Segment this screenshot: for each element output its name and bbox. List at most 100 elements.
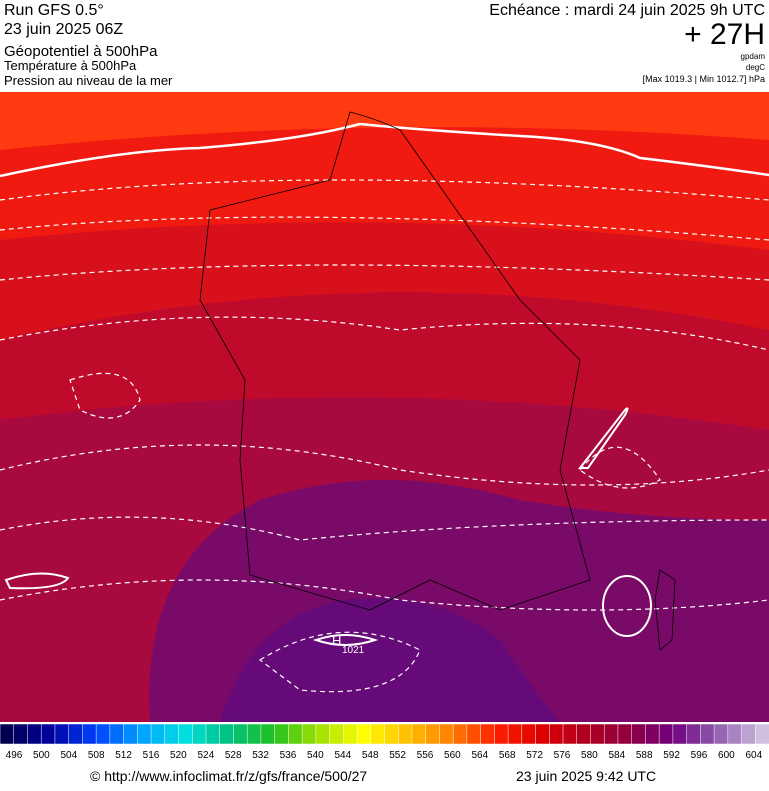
colorbar: 496 500 504 508 512 516 520 524 528 532 536 540 544 5… (0, 723, 769, 761)
colorbar-label: 600 (718, 750, 735, 761)
colorbar-label: 564 (471, 750, 488, 761)
colorbar-cell (590, 723, 605, 745)
colorbar-label: 508 (88, 750, 105, 761)
colorbar-cell (356, 723, 372, 745)
colorbar-label: 576 (554, 750, 571, 761)
colorbar-label: 528 (225, 750, 242, 761)
colorbar-cell (288, 723, 303, 745)
isobar-solid (0, 122, 769, 178)
colorbar-cell (246, 723, 262, 745)
coastline (654, 569, 676, 651)
colorbar-cell (411, 723, 427, 745)
colorbar-cell (370, 723, 386, 745)
colorbar-cell (686, 723, 702, 745)
colorbar-cell (164, 723, 180, 745)
colorbar-cell (631, 723, 647, 745)
colorbar-cell (425, 723, 441, 745)
unit: degC (746, 63, 765, 72)
colorbar-label: 588 (636, 750, 653, 761)
colorbar-label: 532 (252, 750, 269, 761)
colorbar-cell (329, 723, 345, 745)
colorbar-label: 572 (526, 750, 543, 761)
colorbar-label: 500 (33, 750, 50, 761)
colorbar-label: 540 (307, 750, 324, 761)
colorbar-cell (755, 723, 769, 745)
colorbar-label: 584 (608, 750, 625, 761)
colorbar-cell (439, 723, 454, 745)
coastline (199, 111, 591, 611)
map-band (220, 598, 560, 722)
run: Run GFS 0.5° (4, 2, 104, 19)
colorbar-label: 560 (444, 750, 461, 761)
isobar-solid (312, 634, 379, 646)
colorbar-cell (645, 723, 660, 745)
colorbar-cell (95, 723, 111, 745)
colorbar-cell (27, 723, 42, 745)
colorbar-label: 596 (691, 750, 708, 761)
colorbar-cell (0, 723, 15, 745)
map: H 1021 (0, 92, 769, 722)
colorbar-cell (40, 723, 56, 745)
colorbar-cell (68, 723, 84, 745)
colorbar-cell (713, 723, 729, 745)
colorbar-cell (13, 723, 29, 745)
source: © http://www.infoclimat.fr/z/gfs/france/… (90, 768, 367, 784)
colorbar-label: 604 (745, 750, 762, 761)
colorbar-cell (466, 723, 482, 745)
colorbar-cell (658, 723, 674, 745)
colorbar-cell (494, 723, 509, 745)
high-value: 1021 (342, 645, 365, 656)
colorbar-label: 580 (581, 750, 598, 761)
colorbar-label: 504 (60, 750, 77, 761)
colorbar-label: 544 (334, 750, 351, 761)
colorbar-cell (178, 723, 193, 745)
colorbar-cell (576, 723, 592, 745)
colorbar-label: 568 (499, 750, 516, 761)
colorbar-cell (233, 723, 248, 745)
colorbar-cell (521, 723, 537, 745)
high-label: H (332, 633, 341, 648)
colorbar-cell (741, 723, 757, 745)
colorbar-label: 536 (280, 750, 297, 761)
colorbar-cell (562, 723, 578, 745)
colorbar-cell (137, 723, 152, 745)
colorbar-cell (205, 723, 221, 745)
colorbar-cell (617, 723, 633, 745)
colorbar-cell (82, 723, 97, 745)
colorbar-cell (700, 723, 715, 745)
colorbar-cell (397, 723, 413, 745)
valid-time: Echéance : mardi 24 juin 2025 9h UTC (489, 2, 765, 19)
colorbar-cell (343, 723, 358, 745)
colorbar-cell (727, 723, 743, 745)
colorbar-label: 520 (170, 750, 187, 761)
colorbar-cell (274, 723, 290, 745)
colorbar-label: 556 (417, 750, 434, 761)
colorbar-label: 512 (115, 750, 132, 761)
colorbar-cell (301, 723, 317, 745)
colorbar-cell (549, 723, 564, 745)
colorbar-cell (150, 723, 166, 745)
colorbar-cell (452, 723, 468, 745)
colorbar-label: 496 (6, 750, 23, 761)
colorbar-cell (219, 723, 235, 745)
colorbar-cell (384, 723, 399, 745)
run-date: 23 juin 2025 06Z (4, 21, 123, 38)
isobar-solid (577, 407, 629, 469)
generated: 23 juin 2025 9:42 UTC (516, 768, 656, 784)
colorbar-label: 548 (362, 750, 379, 761)
colorbar-cell (315, 723, 331, 745)
colorbar-cell (123, 723, 139, 745)
colorbar-cell (54, 723, 70, 745)
subtitle: Pression au niveau de la mer (4, 73, 173, 88)
colorbar-cell (260, 723, 276, 745)
title: Géopotentiel à 500hPa (4, 43, 158, 60)
colorbar-cell (480, 723, 496, 745)
colorbar-label: 516 (143, 750, 160, 761)
colorbar-cell (672, 723, 688, 745)
isobar-solid (602, 575, 652, 637)
lead-time: + 27H (684, 18, 765, 51)
colorbar-cell (507, 723, 523, 745)
colorbar-cell (109, 723, 125, 745)
colorbar-cell (192, 723, 207, 745)
